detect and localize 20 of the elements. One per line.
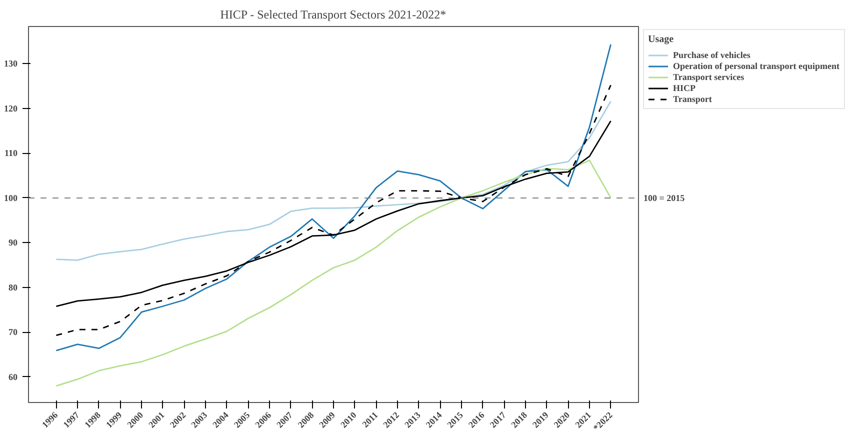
y-tick-label: 130 bbox=[4, 58, 18, 69]
y-tick-label: 90 bbox=[8, 238, 18, 248]
line-series bbox=[56, 100, 612, 261]
legend-title: Usage bbox=[648, 34, 675, 45]
legend-label: Purchase of vehicles bbox=[673, 50, 750, 60]
legend-label: Transport bbox=[673, 94, 712, 104]
y-tick-label: 100 bbox=[4, 192, 18, 203]
ref-line-label: 100 = 2015 bbox=[644, 192, 686, 203]
line-series bbox=[56, 44, 612, 352]
line-series bbox=[56, 160, 612, 387]
y-tick-label: 70 bbox=[8, 327, 18, 338]
y-tick-label: 120 bbox=[4, 103, 18, 114]
y-tick-label: 110 bbox=[4, 148, 18, 158]
chart-title: HICP - Selected Transport Sectors 2021-2022* bbox=[220, 8, 446, 22]
legend-label: Transport services bbox=[673, 72, 744, 82]
legend-label: Operation of personal transport equipment bbox=[673, 61, 840, 71]
y-tick-label: 60 bbox=[8, 372, 18, 382]
y-tick-label: 80 bbox=[8, 282, 18, 292]
line-series bbox=[56, 84, 612, 336]
legend-label: HICP bbox=[673, 83, 696, 93]
